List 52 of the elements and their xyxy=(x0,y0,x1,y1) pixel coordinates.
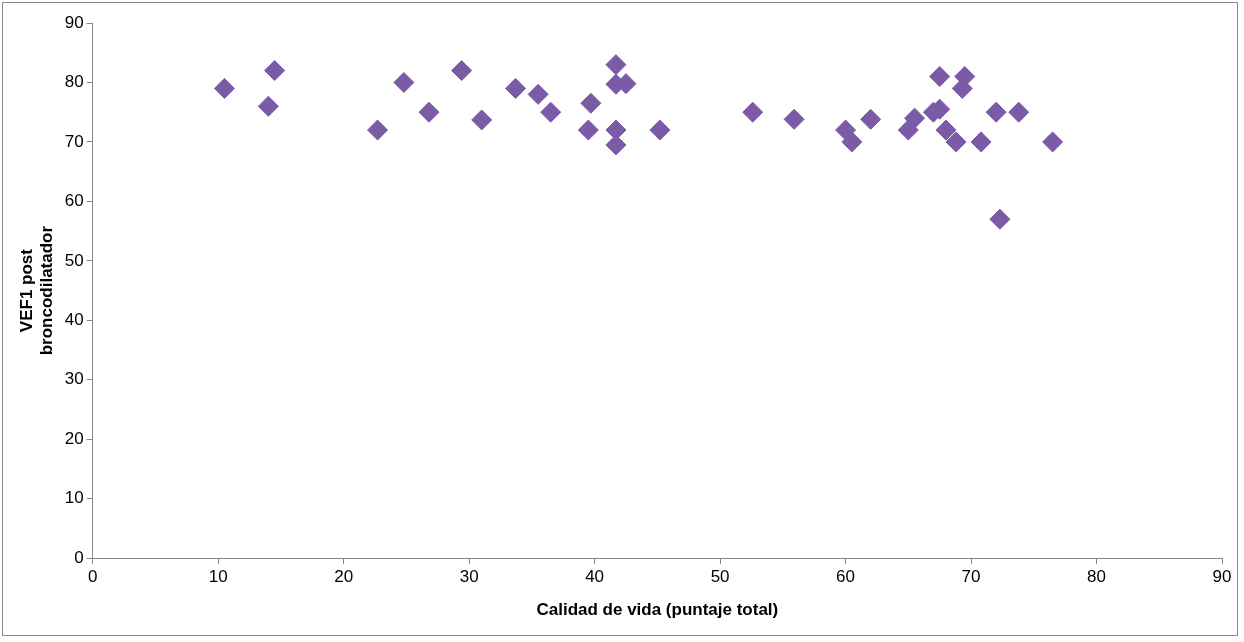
point xyxy=(605,54,627,76)
point xyxy=(605,134,627,156)
point xyxy=(970,131,992,153)
point xyxy=(505,77,527,99)
x-tick-label: 30 xyxy=(459,567,479,587)
point xyxy=(649,119,671,141)
x-tick-label: 20 xyxy=(334,567,354,587)
point xyxy=(904,107,926,129)
point xyxy=(989,208,1011,230)
y-tick-label: 70 xyxy=(64,131,84,151)
point xyxy=(367,119,389,141)
point xyxy=(471,109,493,131)
point xyxy=(742,101,764,123)
x-tick-label: 40 xyxy=(585,567,605,587)
point xyxy=(257,95,279,117)
y-tick-label: 90 xyxy=(64,12,84,32)
y-tick-label: 40 xyxy=(64,310,84,330)
point xyxy=(1008,101,1030,123)
point xyxy=(783,108,805,130)
point xyxy=(540,101,562,123)
point xyxy=(935,119,957,141)
y-tick-label: 50 xyxy=(64,250,84,270)
point xyxy=(1042,131,1064,153)
x-tick-label: 90 xyxy=(1212,567,1232,587)
point xyxy=(264,60,286,82)
y-tick-label: 20 xyxy=(64,428,84,448)
y-axis-title: VEF1 post broncodilatador xyxy=(16,225,57,356)
point xyxy=(841,131,863,153)
point xyxy=(580,92,602,114)
y-tick-label: 10 xyxy=(64,488,84,508)
point xyxy=(393,71,415,93)
y-tick-label: 60 xyxy=(64,191,84,211)
x-tick-label: 70 xyxy=(961,567,981,587)
y-tick-label: 0 xyxy=(74,547,84,567)
x-tick-label: 60 xyxy=(836,567,856,587)
point xyxy=(860,108,882,130)
point xyxy=(985,101,1007,123)
point xyxy=(527,83,549,105)
x-tick-label: 50 xyxy=(710,567,730,587)
point xyxy=(451,60,473,82)
point xyxy=(929,66,951,88)
x-tick-label: 10 xyxy=(208,567,228,587)
point xyxy=(897,119,919,141)
x-tick-label: 0 xyxy=(87,567,98,587)
point xyxy=(577,119,599,141)
point xyxy=(213,77,235,99)
y-tick-label: 80 xyxy=(64,72,84,92)
point xyxy=(945,131,967,153)
x-axis-title: Calidad de vida (puntaje total) xyxy=(536,600,779,620)
point xyxy=(418,101,440,123)
x-tick-label: 80 xyxy=(1087,567,1106,587)
y-tick-label: 30 xyxy=(64,369,84,389)
